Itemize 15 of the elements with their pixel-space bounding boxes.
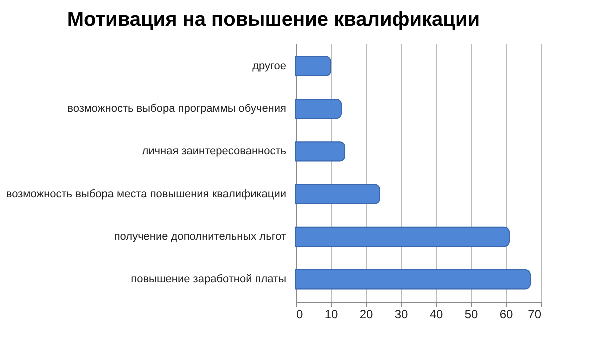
x-tick-label: 40 (430, 308, 444, 322)
y-tick-label: возможность выбора программы обучения (68, 103, 287, 116)
x-tick-label: 50 (464, 308, 478, 322)
x-tick-label: 60 (500, 308, 514, 322)
y-tick-label: возможность выбора места повышения квалификации (6, 188, 286, 200)
x-tick-label: 30 (394, 308, 408, 322)
x-tick-label: 70 (528, 308, 542, 322)
y-tick-label: повышение заработной платы (131, 274, 287, 286)
x-tick-label: 20 (360, 308, 374, 322)
y-tick-label: получение дополнительных льгот (114, 230, 286, 243)
chart-title: Мотивация на повышение квалификации (67, 9, 480, 31)
y-tick-label: другое (252, 60, 286, 72)
y-tick-label: личная заинтересованность (142, 146, 287, 158)
x-tick-label: 10 (324, 308, 338, 322)
x-tick-label: 0 (296, 308, 304, 322)
